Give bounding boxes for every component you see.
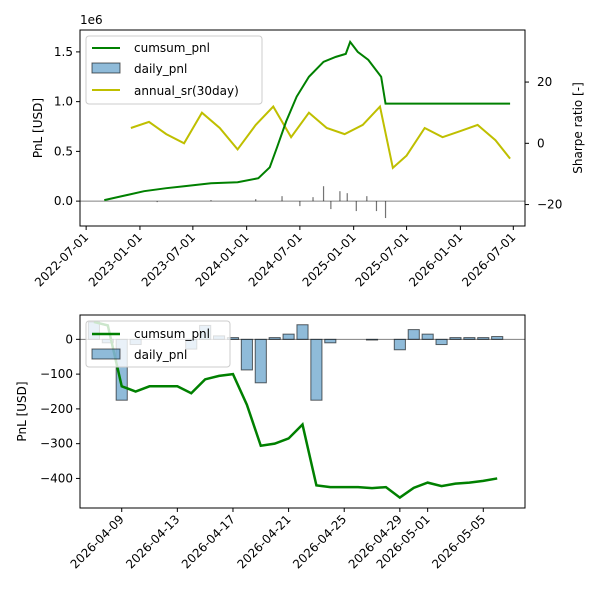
daily-pnl-bar: [281, 196, 283, 202]
legend-label-cumsum: cumsum_pnl: [134, 41, 210, 55]
y-tick-label: −300: [40, 437, 73, 451]
daily-pnl-bar: [255, 199, 257, 202]
x-tick-label: 2026-04-13: [123, 512, 182, 571]
legend-label-cumsum: cumsum_pnl: [134, 327, 210, 341]
daily-pnl-bar: [282, 333, 295, 340]
daily-pnl-bar: [254, 338, 267, 384]
daily-pnl-bar: [299, 201, 301, 207]
x-tick-label: 2026-04-09: [68, 512, 127, 571]
top-plot-area: 0.0 0.5 1.0 1.5 1e6 PnL [USD] −20 0 20 Sharpe rat…: [31, 13, 585, 289]
legend-label-daily: daily_pnl: [134, 348, 187, 362]
daily-pnl-bar: [322, 186, 325, 202]
x-tick-label: 2026-04-17: [179, 512, 238, 571]
y2-tick-label: −20: [537, 198, 562, 212]
x-tick-label: 2026-04-21: [234, 512, 293, 571]
legend: cumsum_pnl daily_pnl: [85, 320, 231, 368]
y-tick-label: −100: [40, 367, 73, 381]
daily-pnl-bar: [355, 201, 357, 212]
daily-pnl-bar: [330, 201, 332, 210]
legend-box: [85, 320, 231, 368]
y2-tick-label: 0: [537, 136, 545, 150]
y-tick-label: 1.0: [54, 95, 73, 109]
plot-frame: [79, 314, 526, 509]
legend-swatch-daily: [91, 62, 121, 74]
x-tick-label: 2026-04-25: [290, 512, 349, 571]
daily-pnl-bar: [310, 338, 323, 401]
x-tick-label: 2026-01-01: [406, 230, 465, 289]
y-tick-label: −200: [40, 402, 73, 416]
legend-label-sr: annual_sr(30day): [134, 84, 239, 98]
daily-pnl-bar: [449, 337, 462, 340]
daily-pnl-bar: [491, 336, 504, 340]
legend: cumsum_pnl daily_pnl annual_sr(30day): [85, 35, 263, 105]
plot-frame: [79, 29, 526, 227]
x-tick-label: 2023-01-01: [86, 230, 145, 289]
x-tick-label: 2022-07-01: [32, 230, 91, 289]
daily-pnl-bar: [296, 324, 309, 340]
daily-pnl-bar: [366, 196, 368, 202]
daily-pnl-bar: [393, 338, 406, 351]
x-tick-label: 2025-01-01: [300, 230, 359, 289]
daily-pnl-bar: [463, 337, 476, 340]
cumsum-pnl-line: [93, 320, 498, 500]
daily-pnl-bar: [477, 337, 490, 340]
daily-pnl-bar: [240, 338, 253, 371]
daily-pnl-bar: [268, 337, 281, 340]
daily-pnl-bar: [346, 193, 348, 202]
y2-tick-label: 20: [537, 75, 552, 89]
x-tick-label: 2026-05-05: [429, 512, 488, 571]
daily-pnl-bar: [312, 197, 314, 202]
y-tick-label: 0: [65, 332, 73, 346]
daily-pnl-bar: [210, 200, 212, 202]
y-tick-label: 0.5: [54, 144, 73, 158]
y-axis-label: PnL [USD]: [15, 381, 29, 441]
x-tick-label: 2023-07-01: [139, 230, 198, 289]
y-tick-label: −400: [40, 471, 73, 485]
daily-pnl-bar: [407, 329, 420, 340]
y-tick-label: 1.5: [54, 45, 73, 59]
daily-pnl-bar: [365, 338, 379, 341]
legend-label-daily: daily_pnl: [134, 62, 187, 76]
annual-sr-line: [130, 104, 511, 170]
daily-pnl-bar: [324, 338, 337, 344]
x-tick-label: 2026-07-01: [459, 230, 518, 289]
y-multiplier-label: 1e6: [80, 13, 103, 27]
y2-axis-label: Sharpe ratio [-]: [571, 82, 585, 174]
daily-pnl-bar: [156, 201, 158, 203]
y-axis-label: PnL [USD]: [31, 98, 45, 158]
daily-pnl-bar: [375, 201, 378, 212]
daily-pnl-bar: [384, 201, 387, 219]
x-tick-label: 2024-07-01: [246, 230, 305, 289]
legend-swatch-daily: [91, 348, 121, 360]
x-tick-label: 2025-07-01: [352, 230, 411, 289]
cumsum-pnl-line: [104, 39, 511, 202]
daily-pnl-bar: [421, 333, 434, 340]
legend-box: [85, 35, 263, 105]
daily-pnl-bar: [339, 191, 341, 202]
x-tick-label: 2024-01-01: [193, 230, 252, 289]
daily-pnl-bar: [435, 338, 448, 346]
y-tick-label: 0.0: [54, 194, 73, 208]
